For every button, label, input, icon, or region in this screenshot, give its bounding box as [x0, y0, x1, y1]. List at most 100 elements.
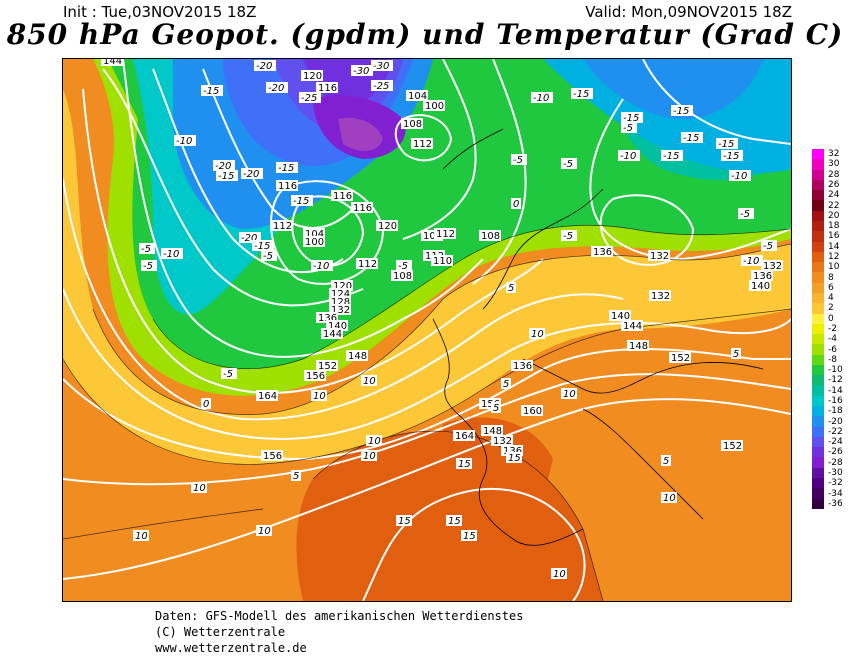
weather-map: 144 120 116 104 100 108 112 116 116 112 104 100 108 1…: [62, 58, 792, 602]
colorbar-swatch: [812, 457, 824, 468]
geopotential-label: 100: [305, 237, 324, 248]
temperature-label-bg: [511, 198, 521, 209]
geopotential-label-bg: [479, 230, 501, 241]
colorbar-tick-label: 12: [828, 252, 840, 262]
temperature-label-bg: [254, 60, 276, 71]
geopotential-label-bg: [491, 435, 513, 446]
geopotential-label-bg: [303, 236, 325, 247]
temperature-label-bg: [276, 162, 298, 173]
geopotential-label: 104: [305, 229, 324, 240]
temperature-label: -5: [563, 159, 573, 170]
temperature-label-bg: [213, 160, 235, 171]
footer-url: www.wetterzentrale.de: [155, 641, 307, 655]
geopotential-label-bg: [411, 138, 433, 149]
temperature-label: -15: [293, 196, 309, 207]
geopotential-label: 140: [611, 311, 630, 322]
geopotential-label-bg: [356, 258, 378, 269]
colorbar-swatch: [812, 149, 824, 160]
temperature-label-bg: [456, 458, 472, 469]
temperature-label-bg: [731, 348, 741, 359]
temperature-label-bg: [311, 260, 333, 271]
temperature-label-bg: [491, 402, 501, 413]
geopotential-label-bg: [276, 180, 298, 191]
colorbar-tick-label: 18: [828, 221, 840, 232]
colorbar-swatch: [812, 323, 824, 335]
geopotential-label: 164: [258, 391, 277, 402]
geopotential-label-bg: [431, 255, 453, 266]
temperature-label: -15: [254, 241, 270, 252]
temperature-label-bg: [351, 65, 373, 76]
geopotential-label: 120: [378, 221, 397, 232]
colorbar-swatch: [812, 200, 824, 211]
temperature-label: -5: [563, 231, 573, 242]
geopotential-label: 112: [436, 229, 455, 240]
temperature-label: 10: [193, 483, 206, 494]
geopotential-label-bg: [751, 270, 773, 281]
geopotential-label-bg: [329, 288, 351, 299]
colorbar-swatch: [812, 220, 824, 232]
temperature-label-bg: [299, 92, 321, 103]
geopotential-label: 136: [753, 271, 772, 282]
temperature-label: 15: [463, 531, 476, 542]
colorbar-tick-label: 4: [828, 293, 834, 304]
colorbar-tick-label: -30: [828, 468, 843, 478]
temperature-label-bg: [446, 515, 462, 526]
temperature-label-bg: [661, 455, 671, 466]
colorbar-swatch: [812, 447, 824, 458]
geopotential-label: 112: [358, 259, 377, 270]
colorbar-swatch: [812, 272, 824, 283]
colorbar-swatch: [812, 262, 824, 273]
temperature-label-bg: [561, 230, 577, 241]
geopotential-label: 108: [393, 271, 412, 282]
geopotential-label-bg: [669, 352, 691, 363]
temperature-label: -30: [353, 66, 369, 77]
colorbar-tick-label: -32: [828, 478, 843, 489]
temperature-label-bg: [661, 150, 683, 161]
geopotential-label: 156: [306, 371, 325, 382]
colorbar-tick-label: -34: [828, 488, 843, 499]
colorbar-tick-label: -12: [828, 375, 843, 386]
temperature-label: 5: [508, 283, 514, 294]
temperature-label: 10: [363, 376, 376, 387]
geopotential-label-bg: [321, 328, 343, 339]
colorbar-tick-label: 24: [828, 190, 840, 201]
geopotential-label-bg: [627, 340, 649, 351]
geopotential-label-bg: [761, 260, 783, 271]
temperature-label: -20: [215, 161, 231, 172]
geopotential-label: 144: [623, 321, 642, 332]
geopotential-label: 120: [333, 281, 352, 292]
colorbar-tick-label: -36: [828, 498, 843, 509]
colorbar-tick-label: 0: [828, 313, 834, 324]
temperature-label: -15: [663, 151, 679, 162]
colorbar-swatch: [812, 169, 824, 180]
colorbar-tick-label: -24: [828, 437, 843, 448]
temperature-field-mild: [63, 89, 791, 465]
geopotential-label: 140: [751, 281, 770, 292]
geopotential-label: 144: [323, 329, 342, 340]
temperature-label: -15: [683, 133, 699, 144]
temperature-label: -15: [623, 113, 639, 124]
colorbar-swatch: [812, 385, 824, 396]
temperature-label-bg: [621, 112, 643, 123]
colorbar-swatch: [812, 241, 824, 252]
colorbar-swatch: [812, 210, 824, 221]
colorbar-swatch: [812, 467, 824, 478]
temperature-label: -10: [620, 151, 636, 162]
temperature-label: 5: [293, 471, 299, 482]
geopotential-label-bg: [271, 220, 293, 231]
geopotential-label-bg: [401, 118, 423, 129]
temperature-label-bg: [461, 530, 477, 541]
temperature-label-bg: [201, 398, 211, 409]
temperature-label: -15: [203, 86, 219, 97]
temperature-label-bg: [216, 170, 238, 181]
geopotential-label: 140: [328, 321, 347, 332]
colorbar-swatch: [812, 364, 824, 376]
temperature-label: 10: [313, 391, 326, 402]
temperature-label-bg: [396, 260, 412, 271]
geopotential-label: 116: [353, 203, 372, 214]
temperature-label-bg: [361, 375, 377, 386]
temperature-label: 10: [135, 531, 148, 542]
temperature-label: -20: [268, 83, 284, 94]
colorbar-swatch: [812, 426, 824, 437]
temperature-label-bg: [571, 88, 593, 99]
